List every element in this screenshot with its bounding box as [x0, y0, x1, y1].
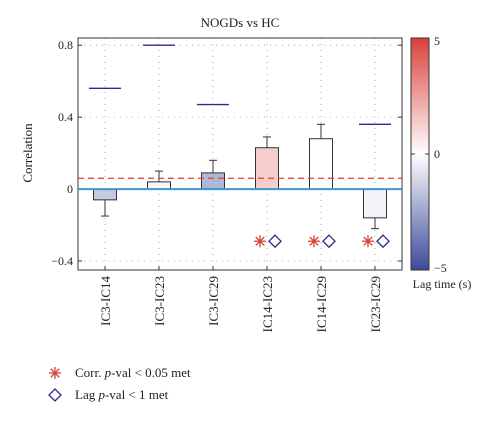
- y-tick-label: −0.4: [51, 254, 73, 268]
- y-tick-label: 0.8: [58, 38, 73, 52]
- bar: [255, 147, 279, 190]
- legend-asterisk-icon: [49, 367, 61, 379]
- corr-sig-marker: [308, 235, 320, 248]
- plot-frame: [77, 37, 403, 271]
- chart-title: NOGDs vs HC: [201, 15, 280, 30]
- asterisk-stroke: [363, 236, 373, 246]
- corr-sig-marker: [362, 235, 374, 248]
- x-tick-label: IC3-IC23: [152, 276, 167, 326]
- x-tick-label: IC3-IC14: [98, 276, 113, 326]
- y-axis-label: Correlation: [20, 123, 35, 183]
- asterisk-stroke: [255, 236, 265, 246]
- x-tick-label: IC14-IC29: [314, 276, 329, 332]
- grid: [78, 38, 402, 270]
- bar: [93, 188, 117, 201]
- bar: [201, 172, 225, 190]
- corr-sig-marker: [254, 235, 266, 248]
- x-tick-label: IC14-IC23: [260, 276, 275, 332]
- bar: [363, 188, 387, 219]
- legend-entry-label: Corr. p-val < 0.05 met: [75, 365, 191, 380]
- colorbar-tick-label: 5: [434, 34, 440, 48]
- bar: [147, 181, 171, 190]
- lag-sig-marker: [268, 234, 282, 249]
- legend-diamond-icon: [48, 388, 62, 402]
- bar: [309, 138, 333, 190]
- colorbar-tick-label: −5: [434, 261, 447, 275]
- y-tick-label: 0: [67, 182, 73, 196]
- x-tick-label: IC23-IC29: [368, 276, 383, 332]
- colorbar-tick-label: 0: [434, 147, 440, 161]
- lag-sig-marker: [322, 234, 336, 249]
- x-tick-label: IC3-IC29: [206, 276, 221, 326]
- asterisk-stroke: [309, 236, 319, 246]
- y-tick-label: 0.4: [58, 110, 73, 124]
- legend-entry-label: Lag p-val < 1 met: [75, 387, 169, 402]
- lag-sig-marker: [376, 234, 390, 249]
- asterisk-stroke: [50, 368, 60, 378]
- colorbar-label: Lag time (s): [413, 277, 472, 291]
